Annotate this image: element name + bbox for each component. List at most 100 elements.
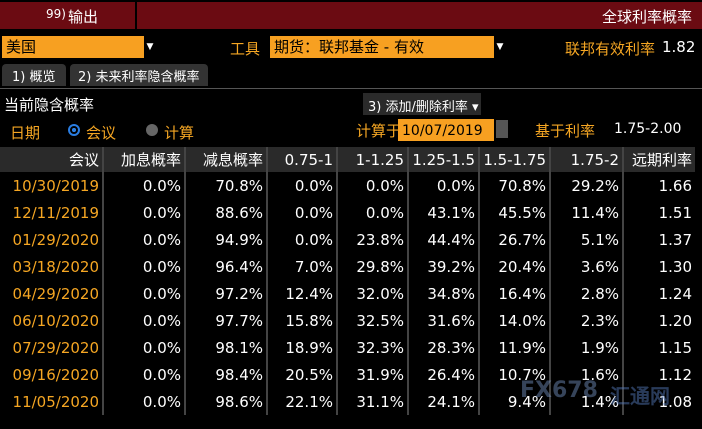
cell: 29.8% — [336, 253, 408, 280]
cell: 26.7% — [478, 226, 550, 253]
cell: 34.8% — [407, 280, 479, 307]
cell: 1.4% — [549, 388, 623, 415]
cell: 7.0% — [266, 253, 337, 280]
column-header: 1-1.25 — [336, 147, 408, 172]
cell: 14.0% — [478, 307, 550, 334]
calc-date: 10/07/2019 — [402, 123, 483, 139]
rate: 1.82 — [662, 38, 696, 56]
table-row: 04/29/2020 0.0% 97.2% 12.4% 32.0% 34.8% 16.4% 2… — [0, 280, 695, 307]
cell: 31.6% — [407, 307, 479, 334]
radio-label: 会议 — [86, 124, 117, 142]
table-body: 10/30/2019 0.0% 70.8% 0.0% 0.0% 0.0% 70.8% 29.2… — [0, 172, 695, 415]
tab[interactable]: 2) 未来利率隐含概率 — [70, 64, 208, 86]
label: 基于利率 — [535, 122, 596, 140]
label: 日期 — [10, 124, 41, 142]
watermark: 汇通网 — [610, 384, 670, 408]
cell: 98.1% — [184, 334, 267, 361]
column-header: 1.75-2 — [549, 147, 623, 172]
cell: 88.6% — [184, 199, 267, 226]
table-row: 03/18/2020 0.0% 96.4% 7.0% 29.8% 39.2% 20.4% 3.… — [0, 253, 695, 280]
cell: 11.9% — [478, 334, 550, 361]
cell: 0.0% — [266, 199, 337, 226]
instrument-dropdown[interactable]: 期货：联邦基金 - 有效 ▼ — [270, 36, 506, 58]
cell: 1.12 — [622, 361, 695, 388]
title: 全球利率概率 — [601, 8, 692, 26]
cell: 1.15 — [622, 334, 695, 361]
calendar-icon[interactable] — [496, 120, 508, 138]
cell: 70.8% — [478, 172, 550, 199]
cell: 1.24 — [622, 280, 695, 307]
cell: 94.9% — [184, 226, 267, 253]
cell: 1.66 — [622, 172, 695, 199]
cell: 0.0% — [102, 388, 185, 415]
meeting-date: 09/16/2020 — [12, 365, 99, 384]
cell: 70.8% — [184, 172, 267, 199]
meeting-date: 06/10/2020 — [12, 311, 99, 330]
cell: 18.9% — [266, 334, 337, 361]
cell: 31.1% — [336, 388, 408, 415]
cell: 3.6% — [549, 253, 623, 280]
cell: 0.0% — [102, 280, 185, 307]
cell: 26.4% — [407, 361, 479, 388]
cell: 11.4% — [549, 199, 623, 226]
table-row: 01/29/2020 0.0% 94.9% 0.0% 23.8% 44.4% 26.7% 5.… — [0, 226, 695, 253]
table-row: 07/29/2020 0.0% 98.1% 18.9% 32.3% 28.3% 11.9% 1… — [0, 334, 695, 361]
base-rate: 1.75-2.00 — [614, 121, 682, 137]
cell: 32.3% — [336, 334, 408, 361]
cell: 20.5% — [266, 361, 337, 388]
meeting-date: 12/11/2019 — [12, 203, 99, 222]
cell: 1.37 — [622, 226, 695, 253]
tab-label: 2) 未来利率隐含概率 — [78, 70, 200, 85]
cell: 22.1% — [266, 388, 337, 415]
watermark: FX678 — [520, 378, 598, 403]
cell: 31.9% — [336, 361, 408, 388]
cell: 32.5% — [336, 307, 408, 334]
cell: 0.0% — [102, 253, 185, 280]
cell: 10.7% — [478, 361, 550, 388]
add-remove-button[interactable]: 3) 添加/删除利率 ▾ — [363, 93, 481, 115]
tab[interactable]: 1) 概览 — [2, 64, 66, 86]
table-row: 11/05/2020 0.0% 98.6% 22.1% 31.1% 24.1% 9.4% 1.… — [0, 388, 695, 415]
cell: 29.2% — [549, 172, 623, 199]
cell: 1.6% — [549, 361, 623, 388]
radio-selected[interactable] — [68, 124, 80, 136]
header-row: 会议 加息概率 减息概率 0.75-1 1-1.25 1.25-1.5 1.5-1.75 1.… — [0, 147, 695, 172]
cell: 1.08 — [622, 388, 695, 415]
divider — [0, 88, 702, 89]
meeting-date: 11/05/2020 — [12, 392, 99, 411]
section-title: 当前隐含概率 — [4, 96, 95, 114]
cell: 1.9% — [549, 334, 623, 361]
cell: 15.8% — [266, 307, 337, 334]
cell: 98.6% — [184, 388, 267, 415]
cell: 2.3% — [549, 307, 623, 334]
country: 美国 — [6, 38, 37, 56]
date-input[interactable]: 10/07/2019 — [398, 119, 494, 141]
button-label: 输出 — [68, 8, 99, 26]
table-row: 12/11/2019 0.0% 88.6% 0.0% 0.0% 43.1% 45.5% 11.… — [0, 199, 695, 226]
cell: 0.0% — [102, 307, 185, 334]
table-row: 09/16/2020 0.0% 98.4% 20.5% 31.9% 26.4% 10.7% 1… — [0, 361, 695, 388]
cell: 0.0% — [407, 172, 479, 199]
cell: 0.0% — [102, 361, 185, 388]
button-code: 99) — [46, 7, 66, 21]
output-button[interactable]: 99) 输出 — [0, 2, 135, 29]
cell: 1.20 — [622, 307, 695, 334]
cell: 32.0% — [336, 280, 408, 307]
cell: 1.51 — [622, 199, 695, 226]
column-header: 会议 — [0, 147, 103, 172]
cell: 24.1% — [407, 388, 479, 415]
radio-label: 计算 — [164, 124, 195, 142]
cell: 45.5% — [478, 199, 550, 226]
cell: 0.0% — [102, 172, 185, 199]
country-dropdown[interactable]: 美国 ▼ — [2, 36, 156, 58]
probability-table: 会议 加息概率 减息概率 0.75-1 1-1.25 1.25-1.5 1.5-1.75 1.… — [0, 147, 695, 415]
meeting-date: 07/29/2020 — [12, 338, 99, 357]
label: 联邦有效利率 — [565, 40, 656, 58]
radio[interactable] — [146, 124, 158, 136]
cell: 16.4% — [478, 280, 550, 307]
cell: 96.4% — [184, 253, 267, 280]
cell: 20.4% — [478, 253, 550, 280]
column-header: 加息概率 — [102, 147, 185, 172]
cell: 0.0% — [266, 172, 337, 199]
